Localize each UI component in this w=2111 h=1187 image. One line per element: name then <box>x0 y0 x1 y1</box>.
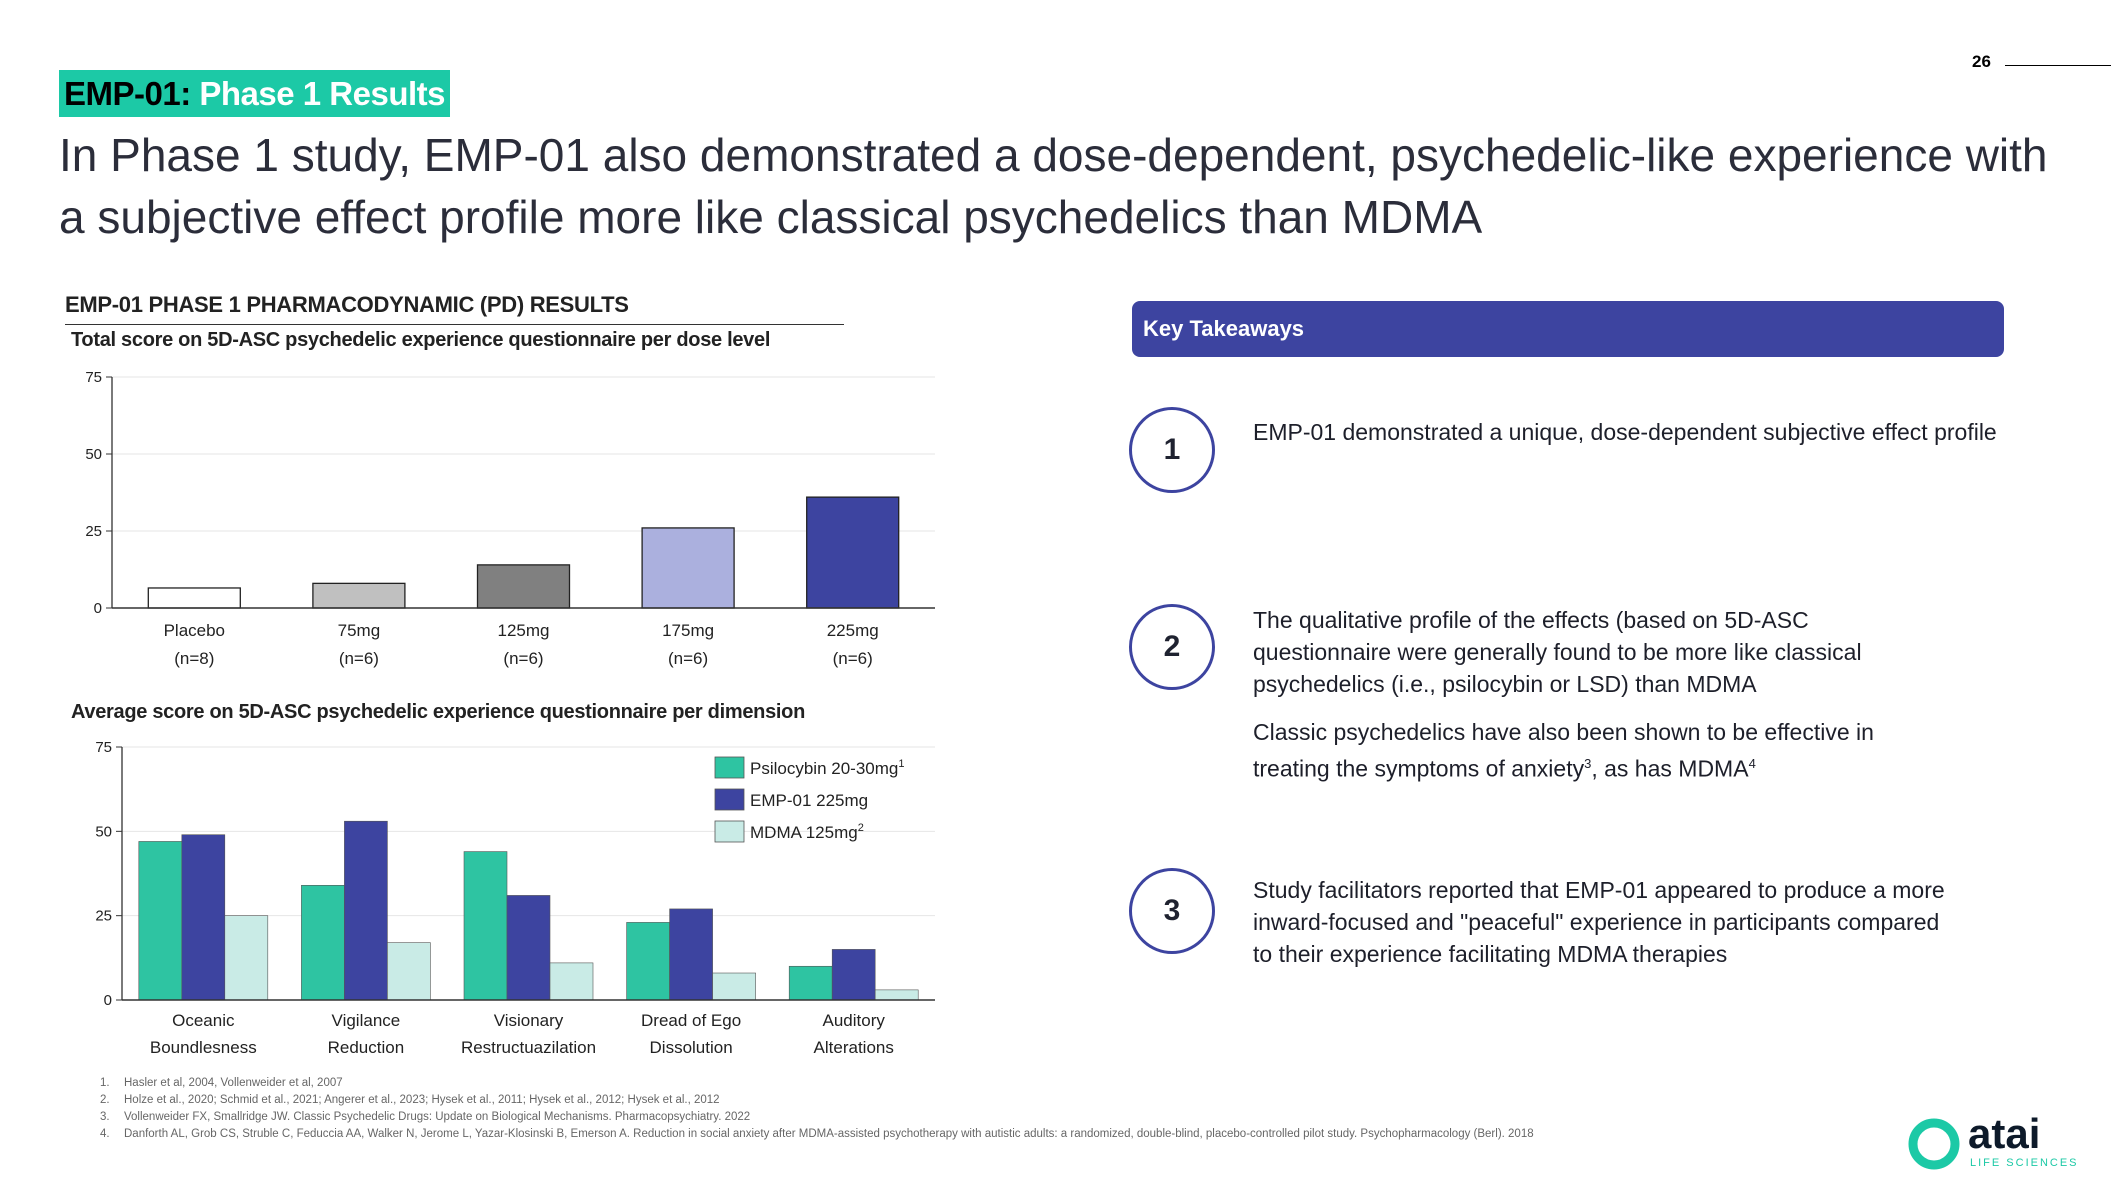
footnote-ref: 3 <box>1584 756 1592 771</box>
takeaway-1: EMP-01 demonstrated a unique, dose-depen… <box>1253 416 2013 448</box>
footnote-text: Danforth AL, Grob CS, Struble C, Feducci… <box>124 1128 1534 1140</box>
chart2-title: Average score on 5D-ASC psychedelic expe… <box>71 701 805 723</box>
legend-swatch <box>714 756 745 779</box>
footnote-number: 4. <box>100 1128 110 1140</box>
logo-wordmark: atai <box>1968 1112 2040 1157</box>
legend-label: EMP-01 225mg <box>750 791 868 810</box>
y-tick-label: 50 <box>85 446 102 463</box>
legend-label: MDMA 125mg2 <box>750 822 864 842</box>
x-tick-label: Placebo <box>164 621 225 640</box>
bar-psilocybin <box>463 851 508 1001</box>
x-tick-label: (n=6) <box>833 649 873 668</box>
x-tick-label: Alterations <box>814 1038 894 1057</box>
text: , as has MDMA <box>1591 755 1749 782</box>
takeaway-number-3: 3 <box>1129 868 1215 954</box>
footnote-ref: 4 <box>1748 756 1756 771</box>
x-tick-label: Dissolution <box>650 1038 733 1057</box>
x-tick-label: Auditory <box>823 1011 886 1030</box>
x-tick-label: 175mg <box>662 621 714 640</box>
x-tick-label: (n=8) <box>174 649 214 668</box>
legend-label: Psilocybin 20-30mg1 <box>750 758 904 778</box>
page-number: 26 <box>1972 52 1991 71</box>
bar-psilocybin <box>626 922 670 1001</box>
footnote-number: 1. <box>100 1077 110 1089</box>
logo-tagline: LIFE SCIENCES <box>1970 1157 2079 1169</box>
chart-section-title: EMP-01 PHASE 1 PHARMACODYNAMIC (PD) RESU… <box>65 292 629 317</box>
tag-prefix: EMP-01: <box>64 75 191 112</box>
bar-psilocybin <box>788 965 833 1001</box>
legend-swatch <box>714 788 745 811</box>
takeaway-text-secondary: Classic psychedelics have also been show… <box>1253 716 1913 785</box>
x-tick-label: 125mg <box>498 621 550 640</box>
bar-emp-01 <box>506 895 551 1001</box>
takeaway-number-1: 1 <box>1129 407 1215 493</box>
footnote: 2. Holze et al., 2020; Schmid et al., 202… <box>100 1094 720 1106</box>
y-tick-label: 50 <box>95 823 112 840</box>
y-tick-label: 75 <box>85 369 102 386</box>
x-tick-label: Boundlesness <box>150 1038 257 1057</box>
bar-emp-01 <box>344 820 388 1001</box>
y-tick-label: 0 <box>94 600 102 617</box>
section-tag: EMP-01: Phase 1 Results <box>59 70 450 117</box>
footnote-number: 3. <box>100 1111 110 1123</box>
x-tick-label: 225mg <box>827 621 879 640</box>
x-tick-label: (n=6) <box>668 649 708 668</box>
bar-emp-01 <box>831 949 876 1001</box>
x-tick-label: Vigilance <box>332 1011 401 1030</box>
slide-title: In Phase 1 study, EMP-01 also demonstrat… <box>59 129 2048 243</box>
footnote: 4. Danforth AL, Grob CS, Struble C, Feduc… <box>100 1128 1534 1140</box>
footnote: 1. Hasler et al, 2004, Vollenweider et al… <box>100 1077 343 1089</box>
takeaway-text: Study facilitators reported that EMP-01 … <box>1253 877 1945 967</box>
bar-175mg <box>641 527 735 609</box>
dose-level-chart: 0 25 50 75 Placebo (n=8) 75mg (n=6) 125mg (n=6) 17… <box>85 369 935 668</box>
bar-mdma <box>224 915 269 1001</box>
footnote: 3. Vollenweider FX, Smallridge JW. Classi… <box>100 1111 750 1123</box>
bar-mdma <box>874 989 919 1001</box>
x-tick-label: (n=6) <box>339 649 379 668</box>
bar-emp-01 <box>669 908 713 1001</box>
y-tick-label: 25 <box>95 908 112 925</box>
footnote-text: Vollenweider FX, Smallridge JW. Classic … <box>124 1111 751 1123</box>
bar-psilocybin <box>138 841 183 1001</box>
x-tick-label: 75mg <box>338 621 381 640</box>
tag-suffix: Phase 1 Results <box>190 75 445 112</box>
takeaway-3: Study facilitators reported that EMP-01 … <box>1253 874 1953 970</box>
text: Classic psychedelics have also been show… <box>1253 719 1874 782</box>
takeaway-text: The qualitative profile of the effects (… <box>1253 607 1862 697</box>
x-tick-label: (n=6) <box>503 649 543 668</box>
bar-mdma <box>549 962 594 1001</box>
atai-logo: atai LIFE SCIENCES <box>1908 1112 2079 1170</box>
takeaway-2: The qualitative profile of the effects (… <box>1253 604 1913 785</box>
x-tick-label: Visionary <box>494 1011 564 1030</box>
y-tick-label: 75 <box>95 739 112 756</box>
x-tick-label: Reduction <box>328 1038 405 1057</box>
footnote-text: Hasler et al, 2004, Vollenweider et al, … <box>124 1077 343 1089</box>
bar-mdma <box>712 972 756 1001</box>
section-divider <box>65 324 844 325</box>
bar-125mg <box>476 564 571 609</box>
y-tick-label: 0 <box>104 992 112 1009</box>
footnote-number: 2. <box>100 1094 110 1106</box>
bar-psilocybin <box>301 885 345 1001</box>
x-tick-label: Dread of Ego <box>641 1011 741 1030</box>
takeaway-text: EMP-01 demonstrated a unique, dose-depen… <box>1253 419 1997 445</box>
bar-mdma <box>387 942 431 1001</box>
x-tick-label: Restructuazilation <box>461 1038 596 1057</box>
legend-swatch <box>714 820 745 843</box>
bar-225mg <box>806 496 900 609</box>
dimension-chart: 0 25 50 75 Oceanic Boundlesness Vigilance Reduc… <box>95 739 935 1057</box>
y-tick-label: 25 <box>85 523 102 540</box>
takeaway-number-2: 2 <box>1129 604 1215 690</box>
footnote-text: Holze et al., 2020; Schmid et al., 2021;… <box>124 1094 720 1106</box>
bar-emp-01 <box>181 834 226 1001</box>
x-tick-label: Oceanic <box>172 1011 235 1030</box>
chart1-title: Total score on 5D-ASC psychedelic experi… <box>71 329 771 351</box>
page-number-rule <box>2005 65 2111 66</box>
key-takeaways-header: Key Takeaways <box>1132 301 2004 357</box>
bar-75mg <box>312 582 406 609</box>
logo-ring-icon <box>1908 1118 1960 1170</box>
